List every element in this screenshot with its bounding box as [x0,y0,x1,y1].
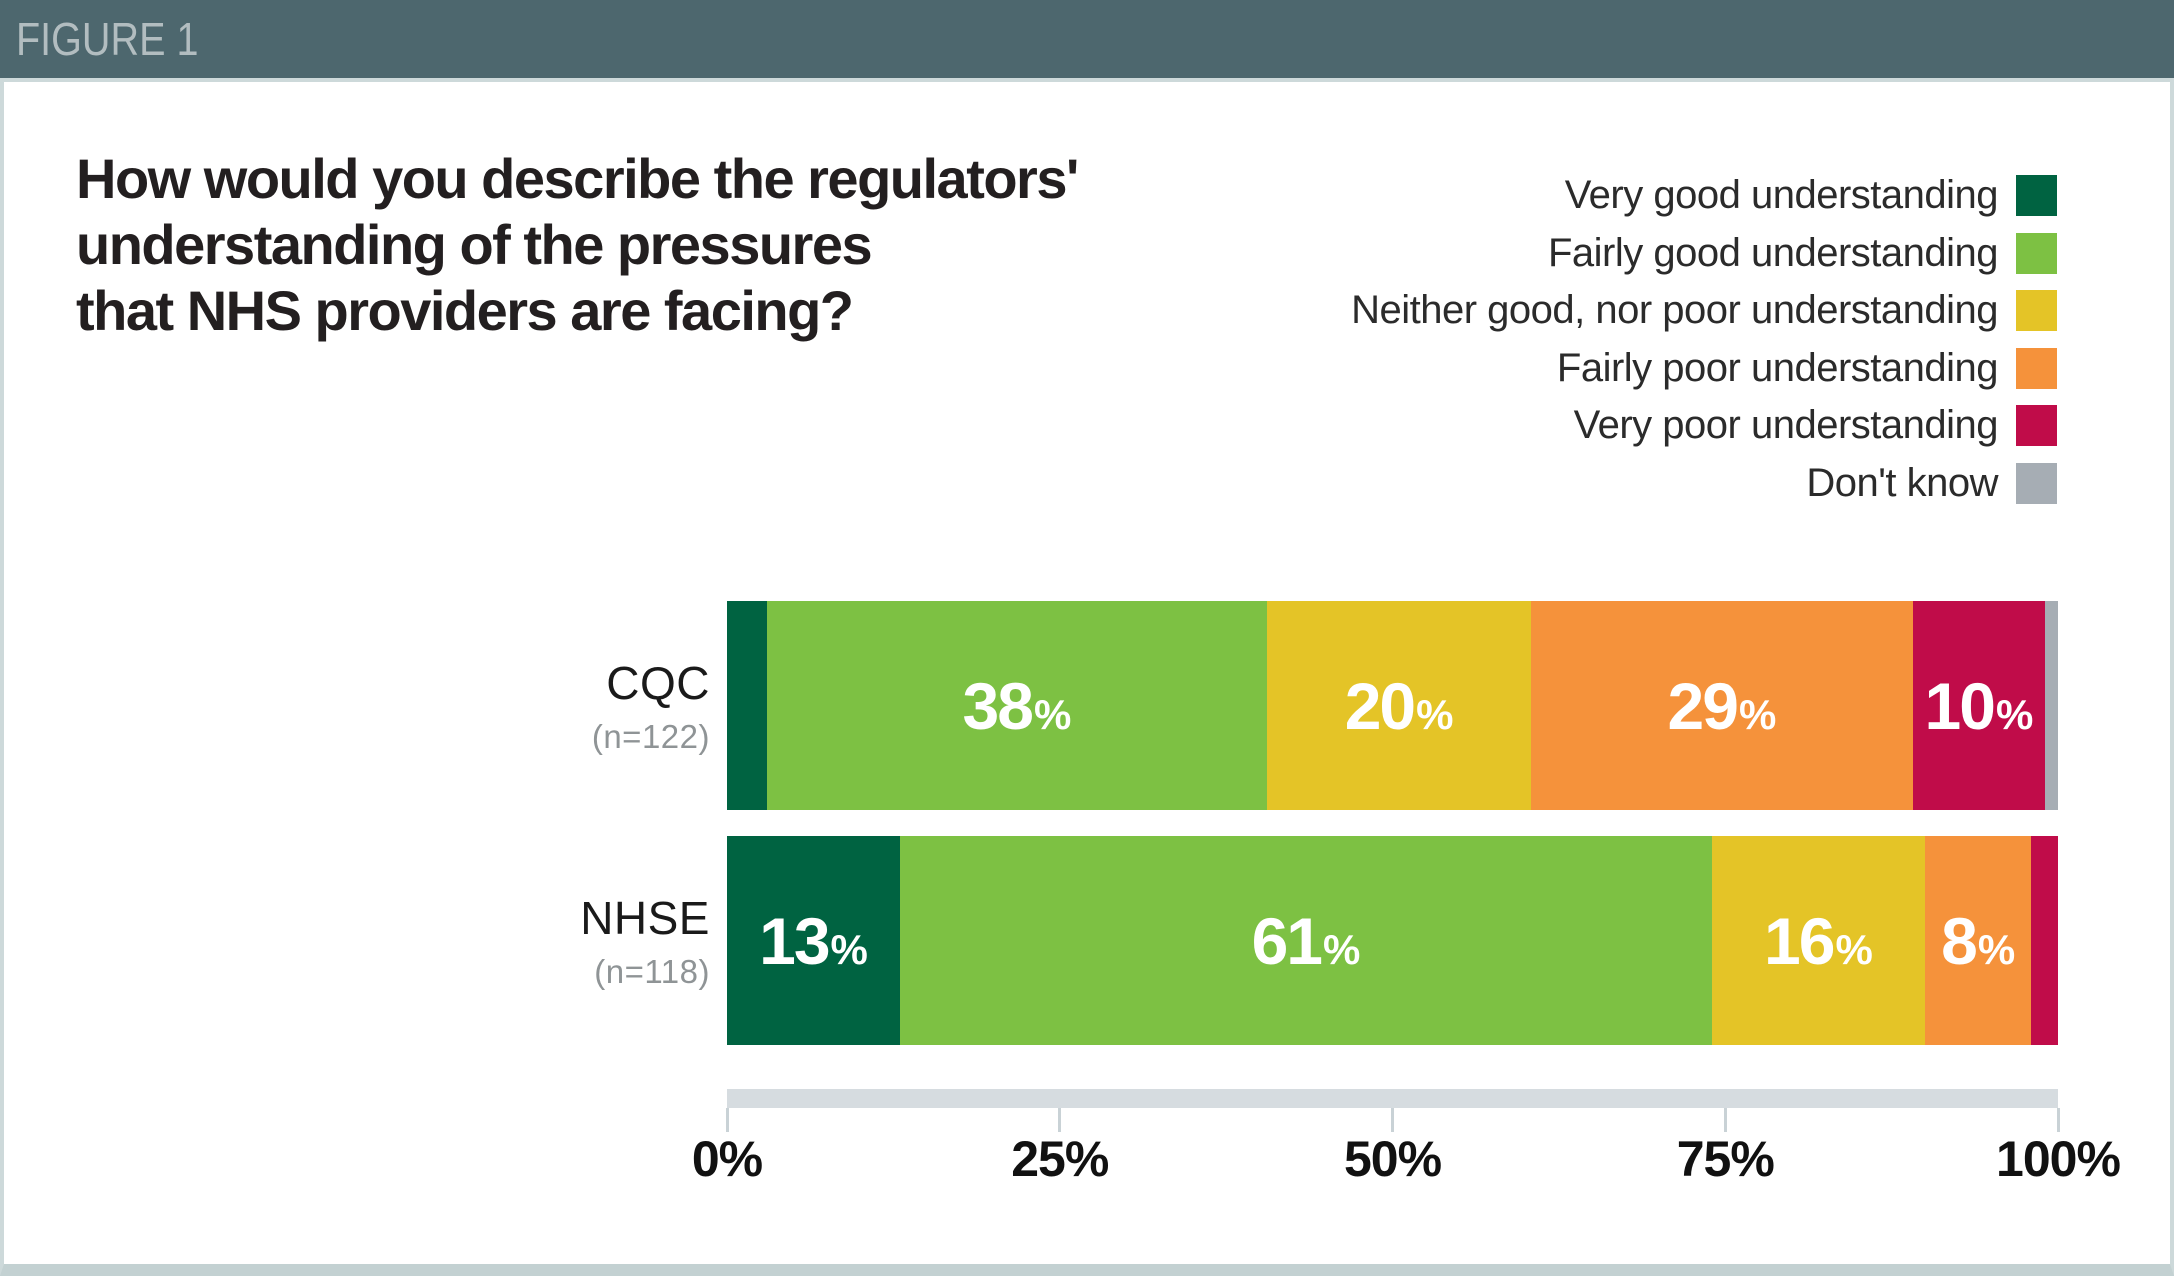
percent-sign: % [1995,690,2034,738]
legend-swatch [2016,290,2057,331]
bar-segment-nhse-very-good-understanding: 13% [727,836,901,1045]
percent-sign: % [830,925,868,973]
x-axis-tick-label: 100% [1996,1131,2121,1187]
x-axis-tick [1058,1108,1062,1132]
bar-segment-number: 13 [759,903,830,978]
bar-segment-number: 20 [1344,668,1416,743]
legend-label: Very good understanding [1564,173,1999,217]
x-axis-tick [1723,1108,1727,1132]
legend-swatch [2016,232,2057,274]
bar-segment-number: 61 [1251,903,1323,978]
category-name: NHSE [580,891,710,944]
bar-segment-cqc-very-good-understanding [727,601,767,810]
x-axis-tick [2056,1108,2060,1132]
legend-label: Fairly good understanding [1547,230,1999,275]
x-axis-tick-label: 0% [691,1131,763,1187]
bar-segment-number: 10 [1924,668,1996,743]
legend-swatch [2016,405,2057,446]
legend-item: Very good understanding [1351,173,2057,217]
figure-tag-bar: FIGURE 1 [0,0,2174,78]
bar-nhse: 13% 61% 16% 8% [727,836,2058,1045]
legend-item: Very poor understanding [1351,403,2057,447]
legend-item: Fairly poor understanding [1351,345,2057,390]
bar-segment-value: 61% [1252,903,1361,979]
x-axis-tick [1391,1108,1394,1132]
bar-segment-cqc-don-t-know [2044,601,2058,810]
bar-segment-value: 20% [1345,668,1454,744]
legend: Very good understanding Fairly good under… [1351,173,2057,520]
bar-segment-number: 29 [1667,668,1739,743]
bar-segment-value: 8% [1941,903,2015,979]
percent-sign: % [1323,925,1361,973]
percent-sign: % [1416,690,1454,738]
x-axis-tick-label: 25% [1011,1131,1109,1187]
bar-segment-value: 29% [1668,668,1777,744]
legend-label: Neither good, nor poor understanding [1351,288,1998,332]
legend-swatch [2016,347,2057,389]
category-name: CQC [606,656,710,709]
legend-swatch [2016,175,2057,216]
percent-sign: % [1835,925,1873,973]
x-axis-tick-label: 75% [1676,1131,1775,1187]
bar-segment-value: 10% [1925,668,2034,744]
x-axis-tick-label: 50% [1343,1131,1442,1187]
category-label-nhse: NHSE (n=118) [340,836,710,1045]
chart-title: How would you describe the regulators' u… [76,146,1079,344]
chart-title-line-3: that NHS providers are facing? [76,279,854,342]
percent-sign: % [1738,690,1777,738]
chart-title-line-1: How would you describe the regulators' [76,147,1079,210]
percent-sign: % [1977,925,2016,973]
legend-item: Neither good, nor poor understanding [1351,288,2057,332]
bar-segment-value: 13% [759,903,868,979]
figure-tag-label: FIGURE 1 [16,13,199,65]
bar-segment-cqc-fairly-poor-understanding: 29% [1530,601,1914,810]
legend-label: Don't know [1806,460,1998,505]
legend-swatch [2016,462,2057,504]
category-label-cqc: CQC (n=122) [340,601,710,810]
bar-segment-number: 16 [1764,903,1835,978]
x-axis-track [727,1089,2058,1108]
legend-label: Very poor understanding [1573,403,1999,447]
chart-title-line-2: understanding of the pressures [76,213,873,276]
bar-segment-cqc-fairly-good-understanding: 38% [766,601,1268,810]
bar-segment-nhse-very-poor-understanding [2031,836,2058,1045]
bar-segment-value: 38% [963,668,1072,744]
bar-cqc: 38% 20% 29% 10% [727,601,2058,810]
bar-segment-nhse-neither-good-nor-poor-understanding: 16% [1711,836,1925,1045]
legend-item: Don't know [1351,460,2057,505]
bar-segment-nhse-fairly-poor-understanding: 8% [1924,836,2032,1045]
x-axis-tick [725,1108,729,1132]
bar-segment-cqc-neither-good-nor-poor-understanding: 20% [1267,601,1531,810]
bar-segment-nhse-fairly-good-understanding: 61% [900,836,1712,1045]
bar-segment-cqc-very-poor-understanding: 10% [1913,601,2045,810]
bar-segment-value: 16% [1764,903,1873,979]
category-sample-size: (n=118) [594,952,710,990]
percent-sign: % [1033,690,1072,738]
category-sample-size: (n=122) [591,717,710,755]
bar-segment-number: 8 [1941,903,1978,978]
legend-label: Fairly poor understanding [1556,345,1999,390]
bar-segment-number: 38 [962,668,1034,743]
legend-item: Fairly good understanding [1351,230,2057,275]
